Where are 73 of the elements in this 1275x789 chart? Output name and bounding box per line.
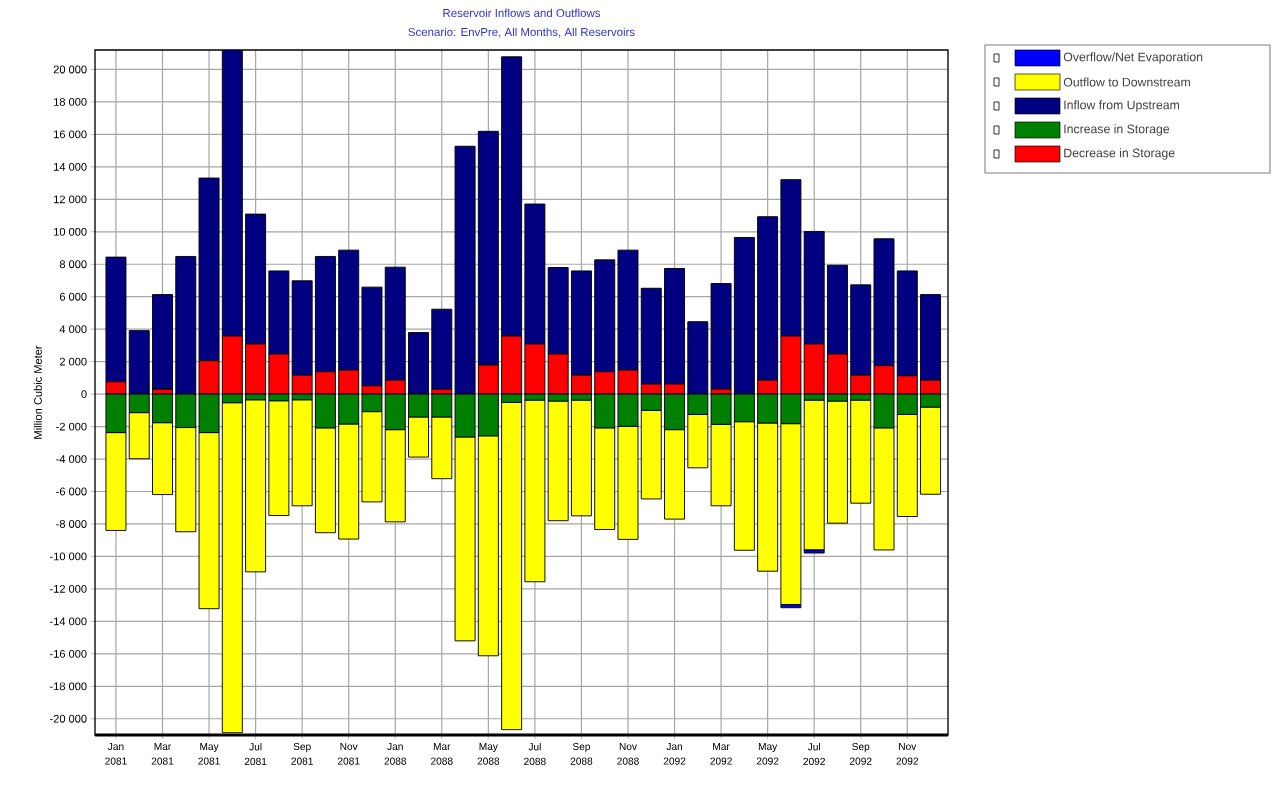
legend-label: Outflow to Downstream — [1063, 77, 1190, 87]
x-tick-label: Sep 2088 — [570, 742, 593, 765]
x-tick-label: Jan 2081 — [105, 742, 127, 765]
x-tick-label: Mar 2092 — [710, 742, 732, 765]
y-tick-label: -10 000 — [50, 552, 87, 561]
x-tick-label: Nov 2088 — [617, 742, 639, 765]
x-tick-label: Jul 2092 — [803, 742, 825, 766]
y-tick-label: 2 000 — [59, 357, 87, 366]
y-tick-label: 4 000 — [59, 325, 87, 334]
bar — [128, 330, 150, 395]
bar — [501, 56, 523, 337]
y-axis-title: Million Cubic Meter — [33, 345, 42, 439]
x-tick-label: Sep 2081 — [291, 742, 313, 765]
y-tick-label: -8 000 — [56, 520, 87, 528]
y-tick-label: -20 000 — [50, 714, 87, 723]
y-tick-label: 12 000 — [54, 195, 87, 204]
legend-label: Decrease in Storage — [1064, 148, 1175, 160]
bar — [338, 249, 360, 371]
bar — [920, 294, 942, 381]
x-tick-label: May 2088 — [477, 742, 500, 765]
bar — [152, 294, 173, 390]
y-tick-label: 10 000 — [54, 227, 87, 236]
bar — [245, 213, 267, 345]
bar — [594, 259, 616, 373]
y-tick-label: -18 000 — [50, 682, 87, 691]
y-tick-label: -14 000 — [50, 617, 87, 626]
bar — [687, 321, 709, 395]
x-tick-label: Sep 2092 — [849, 742, 872, 765]
x-tick-label: Mar 2081 — [151, 742, 174, 765]
x-tick-label: May 2092 — [756, 742, 779, 765]
y-tick-label: 14 000 — [54, 162, 87, 171]
bar — [850, 284, 872, 376]
y-tick-label: -16 000 — [50, 649, 87, 658]
x-tick-label: Mar 2088 — [431, 742, 453, 765]
x-tick-label: Jul 2081 — [244, 742, 267, 766]
y-tick-label: 18 000 — [54, 98, 87, 106]
bar — [733, 237, 755, 395]
x-tick-label: Jan 2092 — [663, 742, 686, 765]
legend-label: Increase in Storage — [1064, 124, 1170, 136]
bar — [896, 270, 918, 377]
y-tick-label: 8 000 — [59, 260, 87, 269]
x-tick-label: Jan 2088 — [384, 742, 407, 765]
bar — [384, 266, 406, 381]
y-tick-label: 6 000 — [59, 292, 87, 301]
bar — [175, 255, 197, 395]
bar — [664, 268, 686, 385]
bar — [803, 230, 825, 345]
bar — [431, 308, 453, 390]
bar — [640, 287, 662, 385]
bar — [477, 130, 499, 366]
chart-title: Reservoir Inflows and Outflows — [443, 8, 601, 18]
legend-label: Overflow/Net Evaporation — [1063, 52, 1203, 64]
y-tick-label: -2 000 — [56, 422, 87, 431]
bar — [757, 216, 779, 381]
x-tick-label: Nov 2092 — [896, 742, 919, 765]
bar — [826, 264, 848, 355]
y-tick-label: -4 000 — [56, 455, 87, 463]
bar — [221, 49, 243, 337]
bar — [291, 280, 313, 376]
legend-label: Inflow from Upstream — [1064, 100, 1179, 112]
x-tick-label: May 2081 — [198, 742, 220, 765]
bar — [314, 255, 336, 373]
x-tick-label: Nov 2081 — [337, 742, 360, 765]
bar — [570, 270, 592, 376]
bar — [547, 267, 569, 355]
bar — [408, 332, 429, 395]
y-tick-label: 20 000 — [53, 65, 87, 74]
y-tick-label: 16 000 — [54, 130, 87, 139]
x-tick-label: Jul 2088 — [524, 742, 546, 766]
y-tick-label: -12 000 — [50, 584, 87, 593]
y-tick-label: 0 — [81, 390, 87, 399]
chart-subtitle: Scenario: EnvPre, All Months, All Reservoirs — [408, 27, 635, 38]
y-tick-label: -6 000 — [56, 487, 87, 496]
